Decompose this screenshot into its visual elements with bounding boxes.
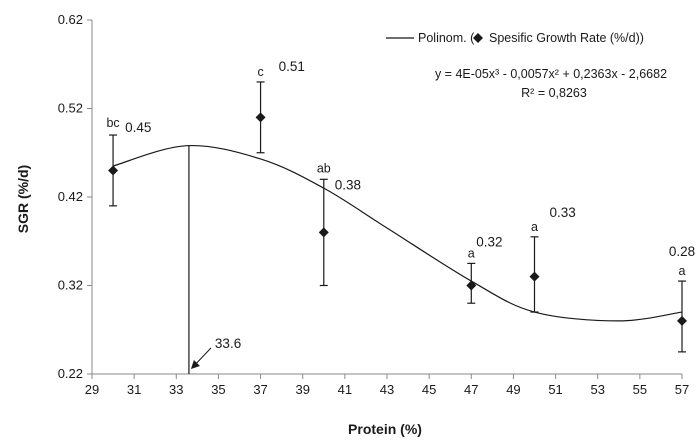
x-tick-label: 31 xyxy=(127,382,141,397)
data-value-label: 0.51 xyxy=(279,59,305,74)
data-point xyxy=(255,112,266,123)
legend: Polinom. ( Spesific Growth Rate (%/d)) xyxy=(386,31,644,45)
significance-letter: a xyxy=(679,264,686,278)
data-value-label: 0.38 xyxy=(335,177,361,192)
significance-letter: ab xyxy=(317,161,331,175)
data-point xyxy=(677,315,687,326)
annotation-layer: 33.6 xyxy=(188,145,241,374)
significance-letter: bc xyxy=(106,116,119,130)
x-tick-label: 41 xyxy=(338,382,352,397)
x-tick-label: 51 xyxy=(548,382,562,397)
legend-marker-label: Spesific Growth Rate (%/d)) xyxy=(489,31,644,45)
significance-letter: c xyxy=(257,65,263,79)
trendline-layer xyxy=(112,144,683,322)
x-tick-label: 53 xyxy=(590,382,604,397)
significance-letter: a xyxy=(468,246,475,260)
x-tick-label: 29 xyxy=(85,382,99,397)
y-tick-label: 0.62 xyxy=(58,12,83,27)
data-point xyxy=(108,165,119,176)
x-tick-label: 49 xyxy=(506,382,520,397)
x-tick-label: 37 xyxy=(253,382,267,397)
r-squared-label: R² = 0,8263 xyxy=(521,86,587,100)
x-axis: 29 31 33 35 37 39 41 43 45 47 49 51 53 55 57 xyxy=(85,373,689,397)
y-tick-label: 0.52 xyxy=(58,101,83,116)
x-tick-label: 55 xyxy=(633,382,647,397)
legend-line-label: Polinom. ( xyxy=(418,31,475,45)
y-tick-label: 0.22 xyxy=(58,366,83,381)
polynomial-trendline xyxy=(112,144,683,322)
significance-letter: a xyxy=(531,220,538,234)
x-tick-label: 45 xyxy=(422,382,436,397)
x-tick-label: 39 xyxy=(295,382,309,397)
data-point xyxy=(318,227,329,238)
y-axis: 0.22 0.32 0.42 0.52 0.62 xyxy=(58,12,93,381)
y-axis-title: SGR (%/d) xyxy=(15,165,31,233)
x-tick-label: 43 xyxy=(380,382,394,397)
y-tick-label: 0.32 xyxy=(58,278,83,293)
data-value-label: 0.32 xyxy=(476,234,502,249)
x-tick-label: 35 xyxy=(211,382,225,397)
data-value-label: 0.28 xyxy=(669,244,695,259)
x-axis-title: Protein (%) xyxy=(348,421,422,437)
data-value-label: 0.33 xyxy=(550,205,576,220)
legend-diamond-icon xyxy=(473,33,483,43)
annotation-label: 33.6 xyxy=(215,336,241,351)
data-point xyxy=(529,271,540,282)
x-tick-label: 47 xyxy=(464,382,478,397)
y-tick-label: 0.42 xyxy=(58,189,83,204)
x-tick-label: 33 xyxy=(169,382,183,397)
annotation-arrowhead-icon xyxy=(190,360,200,369)
data-value-label: 0.45 xyxy=(125,120,151,135)
x-tick-label: 57 xyxy=(675,382,689,397)
trendline-equation: y = 4E-05x³ - 0,0057x² + 0,2363x - 2,668… xyxy=(435,67,667,81)
data-point xyxy=(466,280,477,291)
